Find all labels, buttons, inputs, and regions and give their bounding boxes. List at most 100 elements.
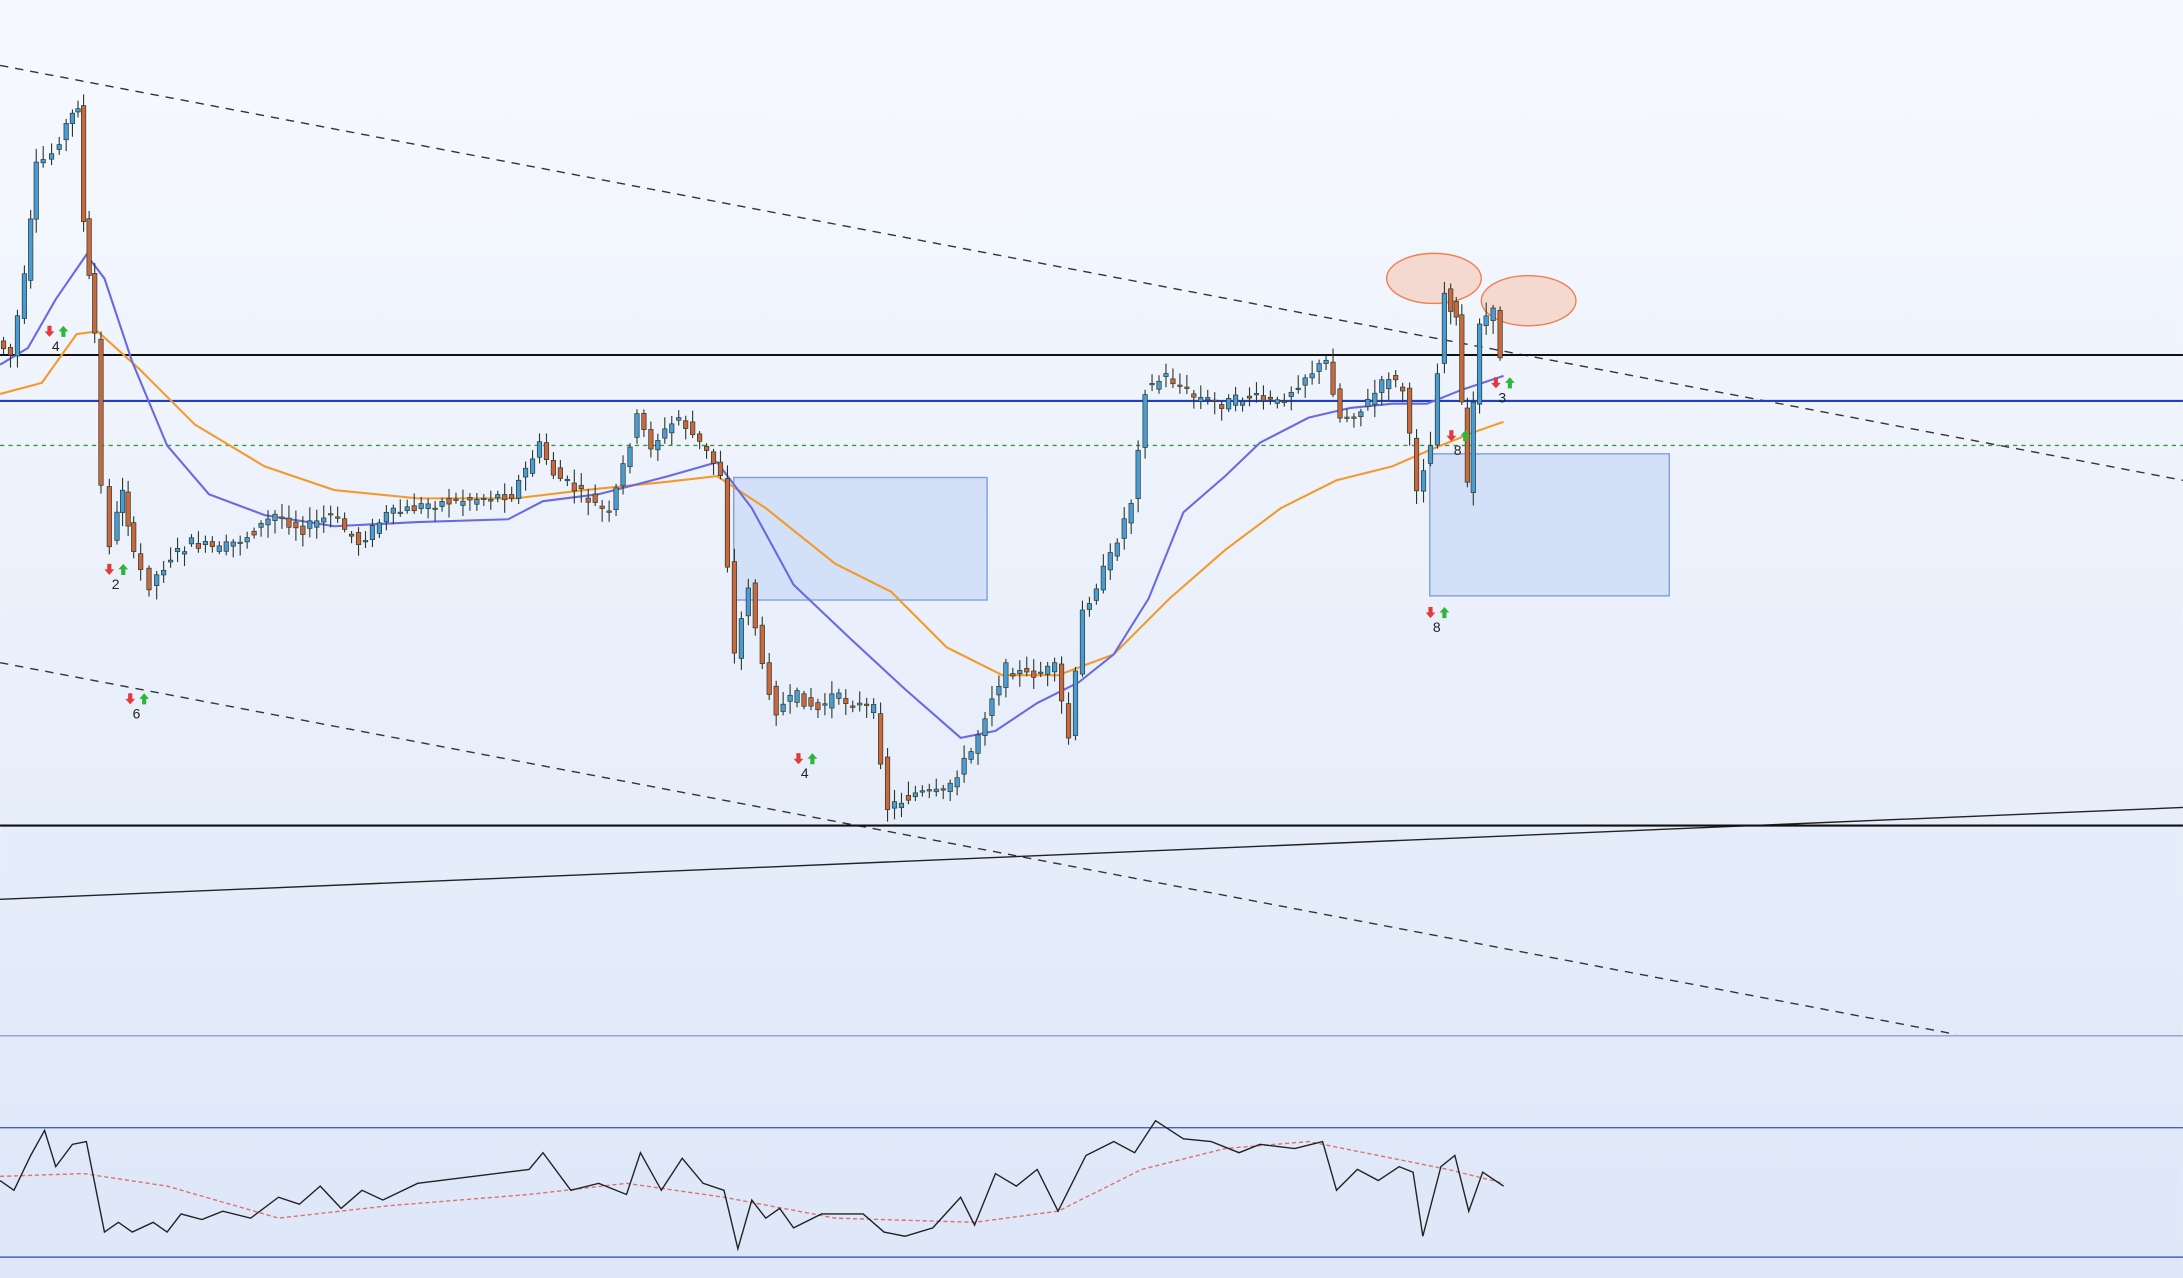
candle-body: [703, 445, 710, 451]
candle-body: [1100, 565, 1106, 591]
candle-body: [1024, 668, 1030, 673]
candle-body: [1072, 670, 1079, 736]
candle-body: [815, 702, 821, 711]
candle-body: [411, 505, 417, 512]
candle-body: [383, 511, 389, 523]
sell-arrow: [1446, 430, 1457, 442]
candle-body: [1309, 373, 1315, 379]
candle-body: [69, 112, 76, 124]
candle-body: [390, 507, 396, 514]
candle-body: [114, 511, 120, 541]
candle-body: [954, 777, 960, 788]
candle-body: [669, 423, 675, 434]
candle-body: [106, 486, 112, 548]
candle-body: [1114, 542, 1120, 557]
candle-body: [75, 108, 81, 113]
buy-arrow: [1504, 377, 1515, 389]
candle-body: [1128, 502, 1134, 524]
candle-body: [328, 513, 334, 516]
signal-label: 4: [52, 338, 60, 354]
candle-body: [195, 543, 202, 549]
candle-body: [21, 273, 27, 319]
candle-body: [1483, 315, 1489, 327]
candle-body: [1365, 398, 1371, 407]
candle-body: [857, 702, 863, 706]
candle-body: [996, 685, 1002, 696]
candle-body: [1010, 673, 1016, 677]
candle-body: [188, 537, 195, 545]
candle-body: [1413, 437, 1420, 492]
candle-body: [307, 520, 313, 529]
buy-arrow: [139, 693, 150, 705]
candle-body: [7, 347, 14, 356]
candle-body: [244, 537, 250, 543]
rsi-line: [0, 1119, 1504, 1252]
candle-body: [1198, 397, 1204, 402]
candle-body: [355, 532, 362, 546]
candle-body: [620, 463, 626, 487]
candle-body: [1219, 404, 1225, 409]
candle-body: [1490, 307, 1496, 321]
candle-body: [509, 494, 515, 499]
candle-body: [92, 273, 98, 334]
candle-body: [926, 789, 932, 792]
candle-body: [850, 705, 856, 708]
candle-body: [1420, 470, 1427, 492]
candle-body: [745, 587, 751, 617]
candle-body: [1031, 670, 1037, 678]
candle-body: [1121, 518, 1127, 539]
candle-body: [40, 159, 46, 164]
candle-body: [1246, 395, 1253, 399]
candle-body: [1233, 394, 1239, 406]
candle-body: [362, 540, 369, 543]
candle-body: [1372, 392, 1378, 405]
candle-body: [961, 757, 967, 775]
candle-body: [648, 429, 654, 450]
candle-body: [418, 503, 424, 509]
candle-body: [1453, 301, 1459, 318]
candle-body: [1379, 379, 1385, 393]
zone-box: [733, 476, 988, 601]
candle-body: [342, 518, 348, 530]
candle-body: [209, 541, 215, 547]
sell-arrow: [1491, 377, 1501, 389]
candle-body: [293, 521, 299, 529]
candle-body: [272, 513, 278, 521]
candle-body: [634, 413, 640, 438]
buy-arrow: [807, 753, 818, 765]
candle-body: [453, 498, 459, 501]
candle-body: [878, 713, 884, 765]
candle-body: [467, 497, 473, 501]
candle-body: [1149, 383, 1155, 386]
candle-body: [1441, 292, 1447, 364]
candle-body: [884, 756, 891, 811]
buy-arrow: [118, 563, 129, 575]
candle-body: [1476, 323, 1483, 405]
candle-body: [1459, 314, 1465, 403]
candle-body: [48, 153, 55, 160]
moving-average: [0, 252, 1504, 739]
candles: [0, 94, 1503, 822]
candle-body: [940, 788, 946, 791]
candle-body: [843, 698, 849, 704]
candle-body: [516, 479, 522, 499]
candle-body: [724, 478, 731, 568]
sell-arrow: [793, 753, 804, 765]
candle-body: [738, 618, 744, 659]
candle-body: [481, 497, 487, 500]
candle-body: [1316, 363, 1322, 372]
candle-body: [905, 795, 912, 801]
rsi-average: [0, 1140, 1504, 1224]
candle-body: [829, 693, 835, 709]
candle-body: [717, 461, 724, 476]
candle-body: [1191, 393, 1197, 398]
candle-body: [975, 734, 981, 754]
signal-label: 8: [1433, 619, 1441, 635]
candle-body: [641, 412, 647, 431]
candle-body: [1086, 603, 1092, 610]
candle-body: [982, 718, 988, 736]
candle-body: [676, 417, 682, 421]
candle-body: [683, 420, 689, 429]
